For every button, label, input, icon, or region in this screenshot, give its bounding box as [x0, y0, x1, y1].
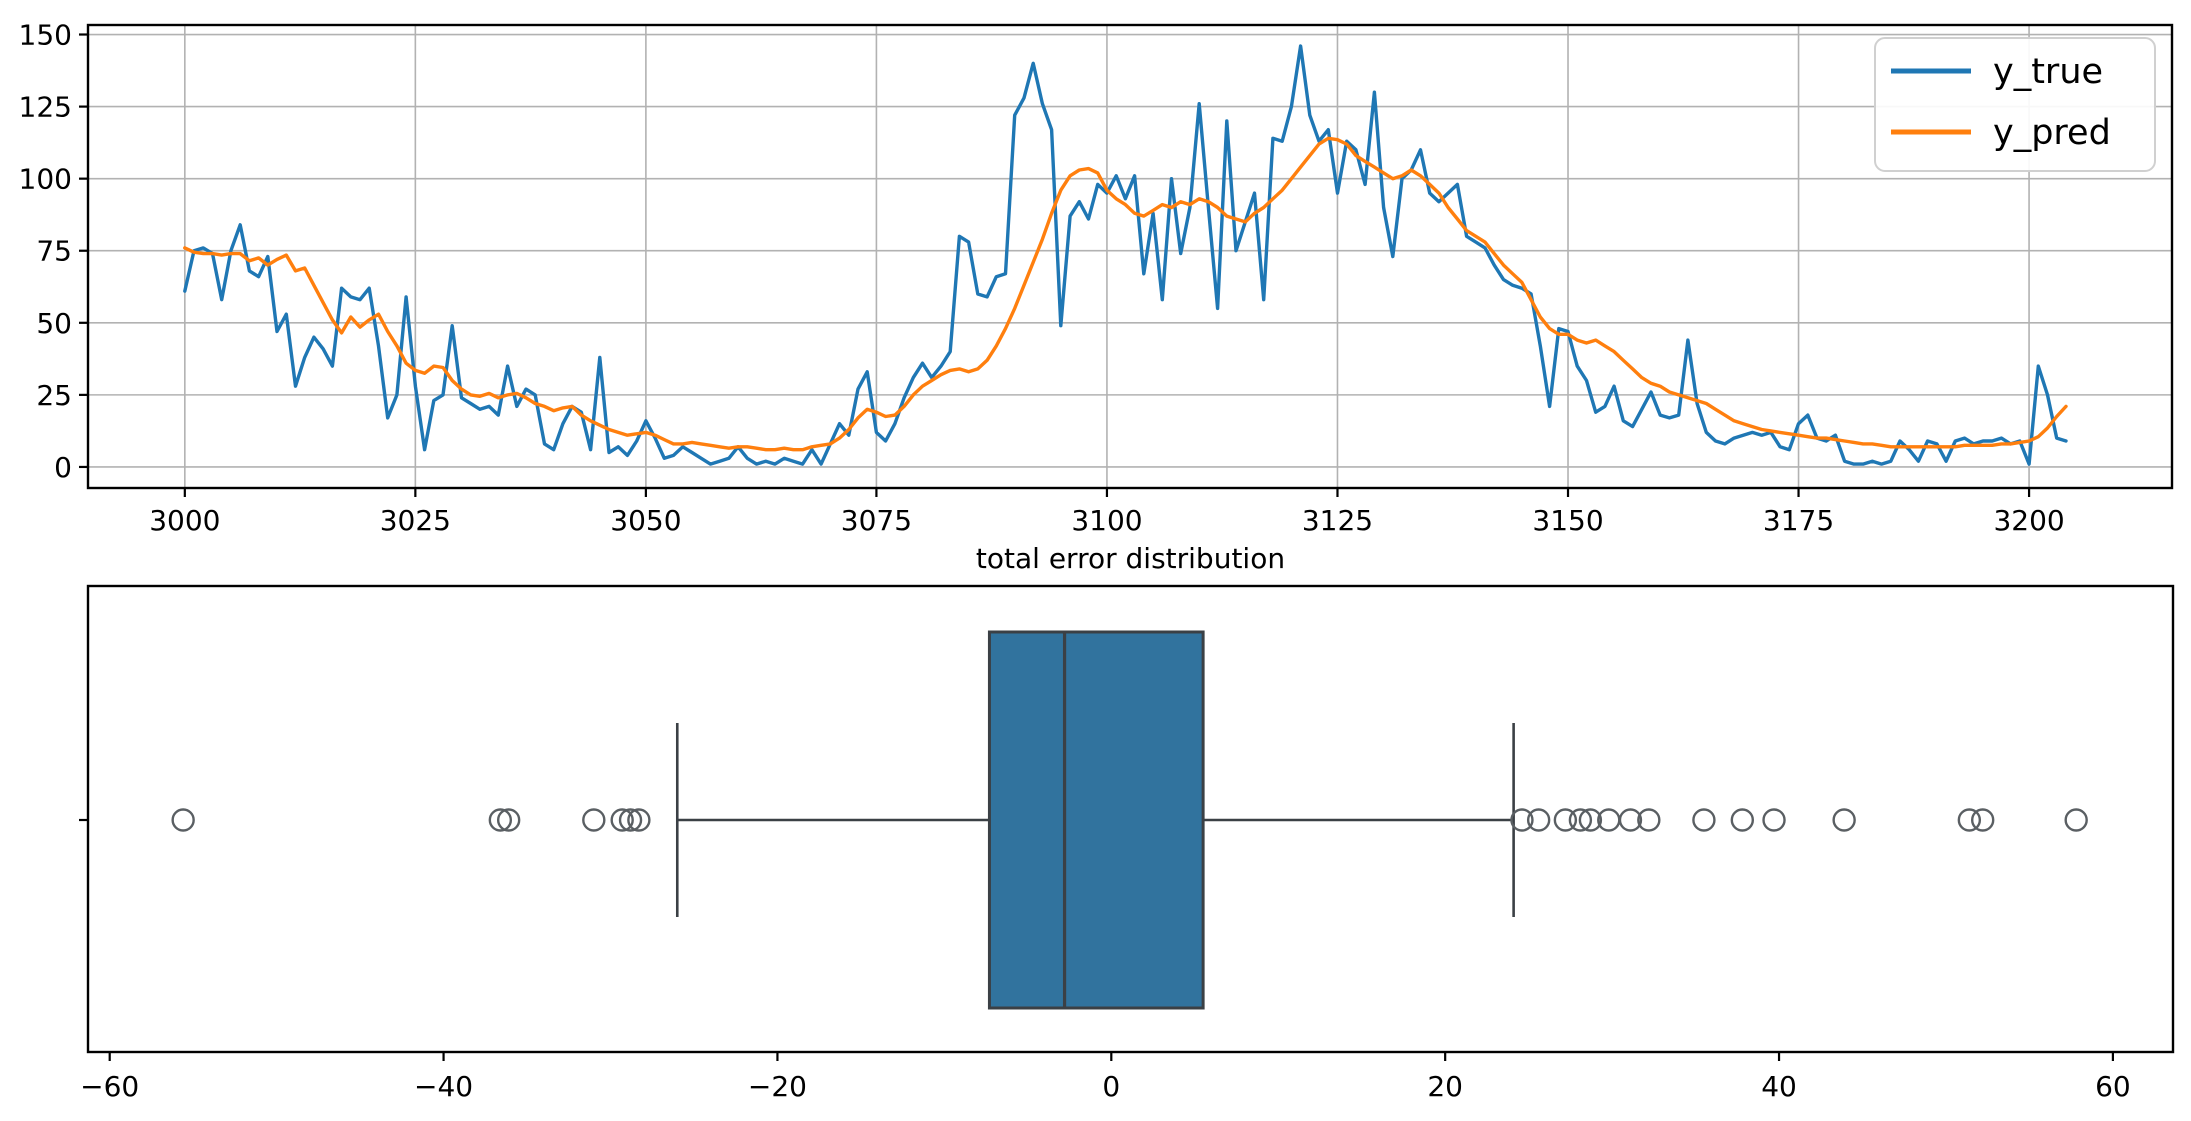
- box-chart: total error distribution −60 −40 −20 0 20 40 60: [79, 542, 2175, 1103]
- outlier-point: [171, 808, 195, 832]
- x-tick-label: 3075: [841, 504, 912, 537]
- outlier-point: [610, 808, 634, 832]
- outlier-point: [1526, 808, 1551, 832]
- outlier-point: [1637, 808, 1661, 832]
- y-tick-label: 0: [54, 451, 72, 484]
- outlier-point: [2064, 808, 2088, 832]
- x-tick-label: 3000: [149, 504, 220, 537]
- outlier-point: [1568, 808, 1593, 832]
- y-tick-label: 100: [19, 163, 72, 196]
- outlier-point: [1957, 808, 1982, 832]
- line-chart: 3000 3025 3050 3075 3100 3125 3150 3175 3200 0 25 5…: [19, 19, 2174, 537]
- x-axis: 3000 3025 3050 3075 3100 3125 3150 3175 3200: [149, 488, 2065, 537]
- y-tick-label: 75: [36, 235, 72, 268]
- axes-spines: [86, 23, 2174, 490]
- x-tick-label: −40: [414, 1070, 473, 1103]
- outlier-point: [1762, 808, 1786, 832]
- y-tick-label: 150: [19, 19, 72, 52]
- outlier-point: [1553, 808, 1578, 832]
- outlier-point: [1970, 808, 1995, 832]
- x-axis: −60 −40 −20 0 20 40 60: [80, 1052, 2131, 1103]
- y-tick-label: 25: [36, 379, 72, 412]
- outlier-point: [1618, 808, 1643, 832]
- x-tick-label: −60: [80, 1070, 139, 1103]
- x-tick-label: 60: [2095, 1070, 2131, 1103]
- series-line-y_true: [183, 44, 2068, 466]
- outlier-point: [1832, 808, 1856, 832]
- x-tick-label: 3125: [1302, 504, 1373, 537]
- x-tick-label: 3025: [380, 504, 451, 537]
- x-tick-label: 3100: [1071, 504, 1142, 537]
- box-iqr: [987, 630, 1205, 1010]
- outlier-point: [1510, 808, 1534, 832]
- outlier-point: [1730, 808, 1755, 832]
- x-tick-label: 3150: [1532, 504, 1603, 537]
- x-tick-label: 3050: [610, 504, 681, 537]
- x-tick-label: −20: [748, 1070, 807, 1103]
- outlier-point: [1692, 808, 1716, 832]
- outlier-point: [627, 808, 651, 832]
- legend-label-y_true: y_true: [1993, 52, 2103, 92]
- y-tick-label: 125: [19, 91, 72, 124]
- x-tick-label: 3175: [1763, 504, 1834, 537]
- x-tick-label: 3200: [1993, 504, 2064, 537]
- legend: y_true y_pred: [1874, 37, 2156, 172]
- x-tick-label: 20: [1427, 1070, 1463, 1103]
- x-tick-label: 0: [1102, 1070, 1120, 1103]
- outlier-point: [488, 808, 513, 832]
- outlier-point: [1578, 808, 1603, 832]
- y-tick-label: 50: [36, 307, 72, 340]
- x-tick-label: 40: [1761, 1070, 1797, 1103]
- legend-label-y_pred: y_pred: [1993, 113, 2111, 153]
- outlier-point: [496, 808, 521, 832]
- outlier-point: [618, 808, 643, 832]
- series-line-y_pred: [183, 136, 2068, 452]
- y-axis: 0 25 50 75 100 125 150: [19, 19, 88, 484]
- outliers: [171, 808, 2088, 832]
- box-chart-title: total error distribution: [976, 542, 1285, 575]
- outlier-point: [582, 808, 606, 832]
